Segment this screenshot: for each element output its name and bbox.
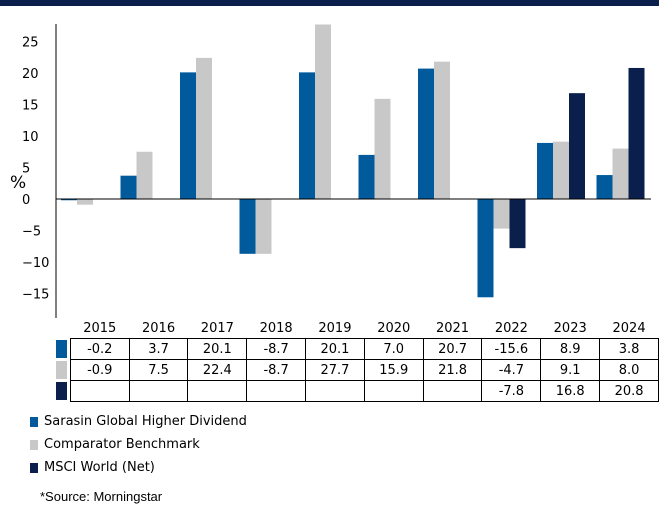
bar-series-3-2023: [569, 93, 585, 199]
data-label: 9.1: [540, 359, 601, 381]
x-tick-label: 2022: [481, 318, 541, 339]
source-note: *Source: Morningstar: [40, 489, 163, 504]
bar-series-2-2017: [196, 57, 212, 199]
legend: Sarasin Global Higher Dividend Comparator…: [30, 410, 247, 479]
series-swatch: [56, 382, 67, 400]
x-tick-label: 2021: [423, 318, 482, 339]
y-tick-label: 5: [22, 162, 30, 177]
data-label: -8.7: [246, 359, 307, 381]
data-label: [246, 380, 307, 402]
y-tick-label: 0: [22, 193, 30, 208]
data-table: 2015 2016 2017 2018 2019 2020 2021 2022 2023 2024…: [56, 318, 659, 402]
bar-series-3-2022: [509, 199, 526, 249]
legend-swatch: [30, 439, 38, 450]
legend-swatch: [30, 416, 38, 427]
series-swatch: [56, 340, 67, 358]
bar-chart: % 25 20 15 10 5 0 −5 −10 −15: [10, 24, 651, 318]
data-label: -0.9: [69, 359, 130, 381]
data-label: -7.8: [481, 380, 542, 402]
table-row: -0.2 3.7 20.1 -8.7 20.1 7.0 20.7 -15.6 8.9 3.8: [56, 338, 659, 360]
data-label: 8.0: [599, 359, 659, 381]
data-label: 21.8: [422, 359, 483, 381]
data-label: 22.4: [187, 359, 248, 381]
y-axis-label: %: [10, 173, 26, 193]
y-tick-label: 20: [22, 67, 39, 82]
y-tick-label: −5: [22, 225, 41, 240]
bar-series-1-2018: [239, 199, 256, 254]
data-label: 20.7: [422, 338, 483, 360]
row-swatch-cell: [56, 339, 70, 360]
legend-label: MSCI World (Net): [44, 460, 155, 475]
row-swatch-cell: [56, 360, 70, 381]
data-label: [363, 380, 424, 402]
data-label: [422, 380, 483, 402]
data-label: 20.1: [305, 338, 365, 360]
bar-series-1-2015: [61, 199, 77, 201]
row-swatch-cell: [56, 381, 70, 402]
x-tick-label: 2023: [540, 318, 600, 339]
data-label: 7.0: [363, 338, 424, 360]
bar-series-1-2021: [418, 68, 434, 199]
bar-series-2-2023: [553, 141, 569, 199]
bar-series-1-2017: [180, 72, 196, 199]
y-tick-label: 10: [22, 130, 39, 145]
bar-series-1-2016: [120, 175, 137, 199]
data-label: [128, 380, 189, 402]
legend-item: Comparator Benchmark: [30, 433, 247, 456]
bar-series-2-2020: [374, 98, 391, 199]
bar-series-1-2022: [477, 199, 494, 298]
series-swatch: [56, 361, 67, 379]
data-label: 20.8: [599, 380, 659, 402]
data-label: -4.7: [481, 359, 542, 381]
bar-series-2-2016: [136, 151, 153, 199]
bar-series-2-2015: [77, 199, 93, 205]
y-tick-label: 15: [22, 99, 39, 114]
data-label: 15.9: [363, 359, 424, 381]
x-tick-label: 2020: [364, 318, 424, 339]
top-bar: [0, 0, 659, 6]
data-label: -8.7: [246, 338, 307, 360]
data-label: -0.2: [69, 338, 130, 360]
x-tick-label: 2017: [187, 318, 247, 339]
bar-series-1-2019: [299, 72, 315, 199]
legend-swatch: [30, 462, 38, 473]
x-tick-label: 2016: [129, 318, 188, 339]
x-tick-label: 2019: [305, 318, 365, 339]
data-label: 16.8: [540, 380, 601, 402]
x-tick-label: 2024: [599, 318, 659, 339]
legend-item: Sarasin Global Higher Dividend: [30, 410, 247, 433]
bar-series-1-2020: [358, 154, 375, 199]
y-tick-label: −10: [22, 256, 49, 271]
data-label: 3.8: [599, 338, 659, 360]
data-label: 7.5: [128, 359, 189, 381]
data-label: 3.7: [128, 338, 189, 360]
bar-series-2-2018: [255, 199, 272, 254]
bar-series-3-2024: [628, 67, 645, 200]
bar-series-1-2024: [596, 175, 613, 199]
data-label: [305, 380, 365, 402]
legend-label: Comparator Benchmark: [44, 437, 200, 452]
data-label: 27.7: [305, 359, 365, 381]
table-row: -0.9 7.5 22.4 -8.7 27.7 15.9 21.8 -4.7 9.1 8.0: [56, 359, 659, 381]
data-label: [187, 380, 248, 402]
table-row: -7.8 16.8 20.8: [56, 380, 659, 402]
bar-series-2-2019: [315, 24, 331, 199]
data-label: [69, 380, 130, 402]
data-label: -15.6: [481, 338, 542, 360]
bar-series-2-2021: [434, 61, 450, 199]
table-corner: [56, 318, 70, 339]
x-tick-label: 2018: [246, 318, 306, 339]
y-tick-label: −15: [22, 288, 49, 303]
y-tick-label: 25: [22, 36, 39, 51]
legend-label: Sarasin Global Higher Dividend: [44, 414, 247, 429]
bar-series-2-2022: [493, 199, 510, 229]
bar-series-2-2024: [612, 148, 629, 199]
data-label: 8.9: [540, 338, 601, 360]
bar-series-1-2023: [537, 142, 553, 199]
legend-item: MSCI World (Net): [30, 456, 247, 479]
data-label: 20.1: [187, 338, 248, 360]
x-tick-label: 2015: [70, 318, 130, 339]
